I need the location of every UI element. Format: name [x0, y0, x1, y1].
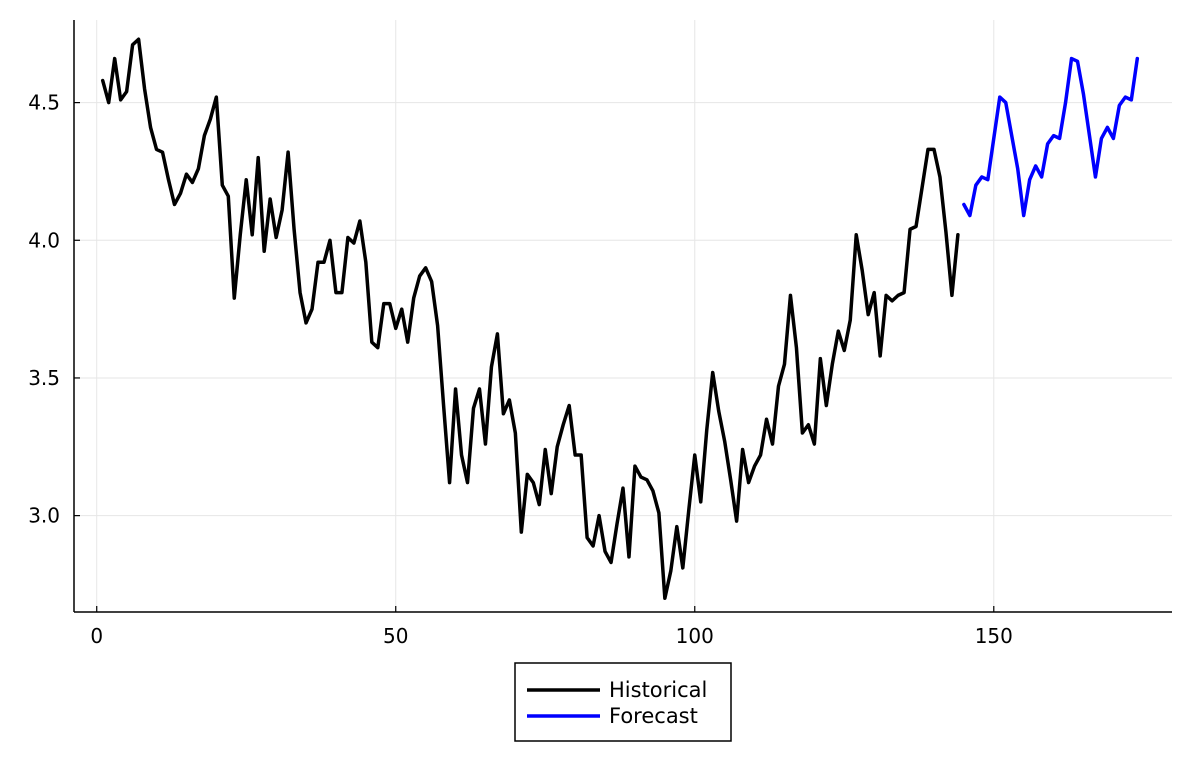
y-tick-label: 4.0 [28, 228, 60, 252]
x-tick-label: 150 [975, 624, 1013, 648]
x-tick-label: 0 [90, 624, 103, 648]
legend-box [514, 662, 732, 742]
tick-labels: 0 50 100 150 3.0 3.5 4.0 4.5 [28, 91, 1013, 648]
series-line-historical [100, 37, 960, 600]
legend-label-forecast: Forecast [609, 704, 698, 728]
y-tick-label: 3.0 [28, 504, 60, 528]
legend-label-historical: Historical [609, 678, 707, 702]
series-lines [100, 37, 1140, 600]
x-tick-label: 50 [383, 624, 408, 648]
axes [73, 20, 1172, 613]
y-tick-label: 3.5 [28, 366, 60, 390]
y-tick-label: 4.5 [28, 91, 60, 115]
legend: Historical Forecast [514, 662, 732, 742]
x-tick-label: 100 [676, 624, 714, 648]
grid-lines [74, 20, 1172, 612]
series-line-forecast [962, 56, 1140, 218]
